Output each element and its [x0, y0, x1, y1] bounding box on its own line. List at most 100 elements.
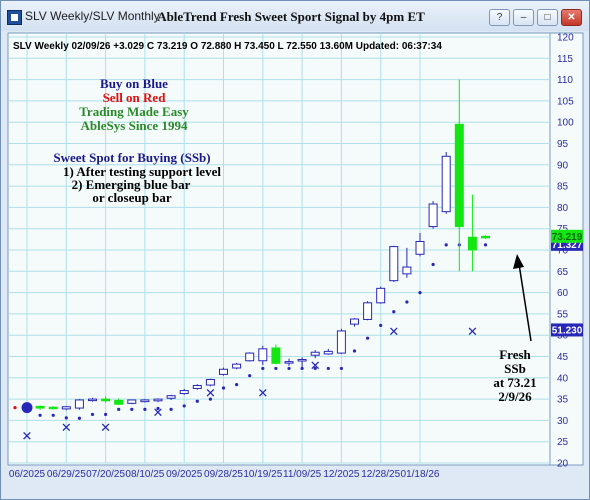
- price-bars: [13, 79, 490, 414]
- y-tick-label: 45: [557, 352, 569, 363]
- symbol-tabs[interactable]: SLV Weekly/SLV Monthly: [25, 9, 160, 23]
- price-label-box: [551, 229, 583, 243]
- stop-dot: [274, 366, 278, 371]
- x-marker: ✕: [100, 421, 111, 436]
- y-tick-label: 100: [557, 118, 574, 129]
- bar-body: [402, 266, 412, 275]
- grid: [9, 33, 550, 464]
- y-tick-label: 25: [557, 437, 569, 448]
- stop-dot: [248, 374, 252, 378]
- x-tick-label: 01/18/26: [401, 469, 440, 480]
- price-label: 51.230: [552, 325, 583, 336]
- help-button[interactable]: ?: [489, 9, 510, 26]
- y-tick-label: 105: [557, 96, 574, 107]
- chart-title: AbleTrend Fresh Sweet Sport Signal by 4p…: [157, 9, 425, 24]
- fresh-line: at 73.21: [493, 375, 536, 390]
- stop-dot: [405, 300, 409, 304]
- bar-body: [114, 399, 124, 405]
- stop-dot: [143, 407, 147, 411]
- stop-dot: [366, 336, 370, 340]
- x-marker: ✕: [467, 325, 478, 340]
- y-tick-label: 65: [557, 267, 569, 278]
- y-tick-label: 75: [557, 224, 569, 235]
- restore-button[interactable]: □: [537, 9, 558, 26]
- sweet-spot-line: Sweet Spot for Buying (SSb): [53, 150, 210, 165]
- stop-dot: [261, 366, 265, 371]
- bar-body: [297, 358, 307, 362]
- x-tick-label: 09/28/25: [204, 469, 243, 480]
- x-tick-label: 11/09/25: [283, 469, 322, 480]
- bar-body: [179, 390, 189, 395]
- bar-body: [205, 379, 215, 386]
- stop-dot: [130, 407, 134, 411]
- stop-dot: [444, 243, 448, 247]
- price-label: 73.219: [552, 232, 583, 243]
- bar-body: [428, 203, 438, 228]
- title-bar: SLV Weekly/SLV Monthly AbleTrend Fresh S…: [1, 1, 589, 31]
- x-tick-label: 06/2025: [9, 469, 46, 480]
- bar-body: [389, 246, 399, 282]
- stop-dot: [379, 323, 383, 328]
- stop-dot: [156, 406, 160, 411]
- app-icon: [7, 10, 22, 25]
- bar-body: [336, 330, 346, 354]
- sweet-spot-annotation: Sweet Spot for Buying (SSb) 1) After tes…: [53, 150, 221, 205]
- stop-dot: [195, 399, 199, 403]
- red-signal-dot: [13, 406, 17, 410]
- y-tick-label: 35: [557, 395, 569, 406]
- x-marker: ✕: [310, 359, 321, 374]
- stop-dot: [104, 412, 108, 417]
- bar-body: [481, 235, 490, 239]
- stop-dot: [300, 366, 304, 371]
- minimize-button[interactable]: –: [513, 9, 534, 26]
- x-tick-label: 12/2025: [323, 469, 360, 480]
- y-tick-label: 85: [557, 182, 569, 193]
- fresh-ssb-annotation: Fresh SSb at 73.21 2/9/26: [493, 254, 537, 404]
- x-marker: ✕: [388, 325, 399, 340]
- x-tick-label: 10/19/25: [243, 469, 282, 480]
- stop-dot: [90, 412, 95, 417]
- y-tick-label: 80: [557, 203, 569, 214]
- sweet-spot-line: 1) After testing support level: [63, 164, 221, 179]
- bar-body: [376, 287, 386, 304]
- sweet-spot-line: or closeup bar: [92, 190, 171, 205]
- bar-body: [140, 399, 150, 403]
- fresh-line: SSb: [504, 361, 526, 376]
- y-tick-label: 55: [557, 309, 569, 320]
- bar-body: [284, 361, 294, 364]
- bar-body: [441, 155, 451, 213]
- fresh-line: 2/9/26: [498, 389, 532, 404]
- bar-body: [232, 363, 242, 369]
- legend-line: Sell on Red: [103, 90, 167, 105]
- info-line: SLV Weekly 02/09/26 +3.029 C 73.219 O 72…: [13, 41, 442, 52]
- x-marker: ✕: [61, 421, 72, 436]
- bar-body: [101, 398, 111, 402]
- bar-body: [88, 398, 97, 402]
- y-axis-ticks: 2025303540455055606570758085909510010511…: [557, 33, 574, 470]
- stop-dot: [117, 407, 121, 411]
- x-axis-ticks: 06/2025 06/29/25 07/20/25 08/10/25 09/2025 09…: [9, 469, 440, 480]
- legend-annotation: Buy on Blue Sell on Red Trading Made Eas…: [79, 76, 189, 133]
- price-label-box: [551, 323, 583, 337]
- x-tick-label: 12/28/25: [361, 469, 400, 480]
- x-tick-label: 08/10/25: [125, 469, 164, 480]
- bar-body: [467, 236, 477, 251]
- fresh-arrow-head: [513, 254, 524, 269]
- start-signal-circle: [21, 402, 33, 414]
- bar-body: [350, 318, 359, 325]
- stop-dot: [483, 243, 488, 247]
- stop-dot: [287, 366, 291, 371]
- bar-body: [310, 351, 320, 356]
- x-tick-label: 06/29/25: [47, 469, 86, 480]
- close-button[interactable]: ✕: [561, 9, 582, 26]
- y-tick-label: 120: [557, 33, 574, 44]
- bar-body: [166, 395, 176, 399]
- bar-body: [271, 347, 281, 364]
- legend-line: AbleSys Since 1994: [81, 118, 188, 133]
- bar-body: [245, 352, 255, 362]
- y-tick-label: 30: [557, 416, 569, 427]
- bar-body: [48, 406, 58, 410]
- stop-dot: [38, 413, 42, 417]
